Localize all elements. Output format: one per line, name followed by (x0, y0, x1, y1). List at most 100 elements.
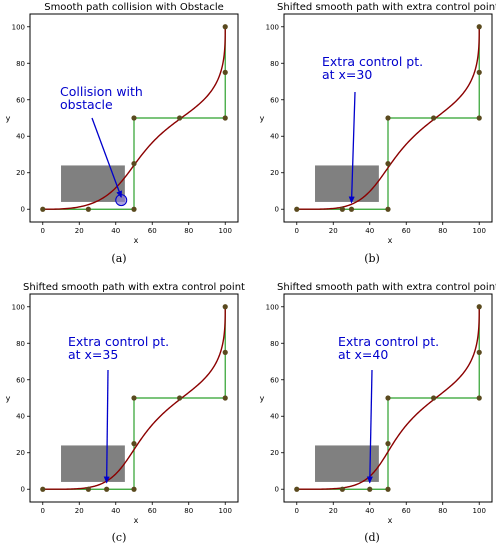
x-tick-label: 80 (184, 227, 193, 235)
control-point (476, 304, 482, 310)
x-tick-label: 0 (41, 227, 45, 235)
x-tick-label: 20 (329, 507, 338, 515)
chart-title: Shifted smooth path with extra control p… (277, 282, 496, 293)
x-tick-label: 100 (473, 507, 486, 515)
x-tick-label: 0 (295, 507, 299, 515)
x-axis-label: x (388, 516, 393, 525)
y-tick-label: 20 (16, 449, 25, 457)
chart-title: Smooth path collision with Obstacle (44, 2, 224, 13)
control-point (385, 161, 391, 167)
annotation-arrow (348, 91, 356, 204)
x-tick-label: 20 (329, 227, 338, 235)
x-tick-label: 60 (148, 227, 157, 235)
y-tick-label: 0 (21, 206, 25, 214)
chart-title: Shifted smooth path with extra control p… (277, 2, 496, 13)
x-tick-label: 100 (219, 227, 232, 235)
subfigure-label-b: (b) (364, 252, 380, 265)
x-tick-label: 0 (295, 227, 299, 235)
y-tick-label: 100 (266, 23, 279, 31)
control-point (431, 115, 437, 121)
y-tick-label: 40 (270, 413, 279, 421)
annotation-text-line: obstacle (60, 97, 113, 112)
control-point (222, 24, 228, 30)
control-point (348, 206, 355, 212)
control-point (177, 395, 183, 401)
x-tick-label: 100 (473, 227, 486, 235)
subfigure-label-a: (a) (111, 252, 127, 265)
x-tick-label: 40 (365, 227, 374, 235)
y-axis-label: y (6, 114, 11, 123)
smooth-path (42, 26, 226, 210)
y-tick-label: 80 (16, 60, 25, 68)
control-point (222, 69, 228, 75)
chart-panel-a: Smooth path collision with Obstacle 0 20 40… (6, 2, 239, 245)
chart-panel-d: Shifted smooth path with extra control p… (260, 282, 496, 525)
y-tick-label: 60 (270, 376, 279, 384)
obstacle-rect (315, 445, 379, 482)
control-point (222, 304, 228, 310)
control-point (85, 486, 91, 492)
control-point (131, 161, 137, 167)
y-tick-label: 80 (270, 60, 279, 68)
y-tick-label: 60 (16, 96, 25, 104)
y-tick-label: 0 (275, 486, 279, 494)
y-tick-label: 80 (270, 340, 279, 348)
annotation-text-line: at x=35 (68, 347, 118, 362)
x-tick-label: 40 (365, 507, 374, 515)
control-point (339, 486, 345, 492)
y-tick-label: 20 (270, 169, 279, 177)
chart-panel-b: Shifted smooth path with extra control p… (260, 2, 496, 245)
control-point (294, 486, 300, 492)
x-tick-label: 80 (438, 227, 447, 235)
control-polygon (296, 26, 480, 210)
smooth-path (296, 306, 480, 490)
y-tick-label: 60 (270, 96, 279, 104)
annotation-text-line: Extra control pt. (322, 54, 423, 69)
control-point (385, 395, 391, 401)
y-tick-label: 0 (275, 206, 279, 214)
plot-frame (29, 13, 239, 223)
control-point (40, 206, 46, 212)
y-tick-label: 40 (270, 133, 279, 141)
annotation-arrow (366, 369, 373, 484)
y-axis-label: y (260, 394, 265, 403)
control-point (131, 115, 137, 121)
y-tick-label: 40 (16, 413, 25, 421)
control-point (385, 441, 391, 447)
control-point (131, 395, 137, 401)
y-tick-label: 100 (12, 303, 25, 311)
control-point (367, 486, 373, 492)
x-tick-label: 60 (402, 227, 411, 235)
obstacle-rect (61, 445, 125, 482)
control-point (339, 206, 345, 212)
annotation-text-line: Extra control pt. (68, 334, 169, 349)
control-point (385, 206, 391, 212)
y-tick-label: 80 (16, 340, 25, 348)
x-tick-label: 40 (111, 227, 120, 235)
x-axis-label: x (388, 236, 393, 245)
control-point (476, 349, 482, 355)
x-tick-label: 60 (402, 507, 411, 515)
subfigure-label-c: (c) (111, 531, 127, 544)
x-tick-label: 0 (41, 507, 45, 515)
obstacle-rect (315, 165, 379, 202)
x-axis-label: x (134, 516, 139, 525)
y-tick-label: 40 (16, 133, 25, 141)
control-point (131, 206, 137, 212)
annotation-text-line: at x=30 (322, 67, 372, 82)
y-tick-label: 20 (270, 449, 279, 457)
control-polygon (296, 306, 480, 490)
smooth-path (42, 306, 226, 490)
plot-frame (283, 293, 493, 503)
subfigure-label-d: (d) (364, 531, 380, 544)
control-point (131, 486, 137, 492)
control-point (222, 395, 228, 401)
control-point (85, 206, 91, 212)
control-point (104, 486, 110, 492)
control-point (222, 349, 228, 355)
control-point (385, 486, 391, 492)
control-point (385, 115, 391, 121)
control-point (476, 24, 482, 30)
y-tick-label: 60 (16, 376, 25, 384)
x-tick-label: 100 (219, 507, 232, 515)
